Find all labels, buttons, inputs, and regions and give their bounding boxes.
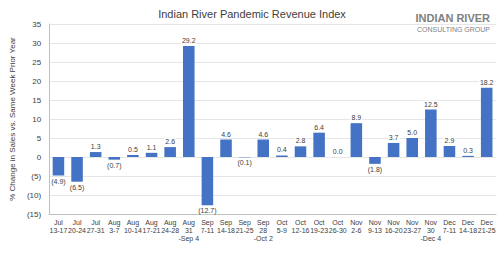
svg-text:5: 5 (37, 134, 42, 143)
svg-text:3-7: 3-7 (109, 227, 119, 234)
svg-text:(4.9): (4.9) (51, 178, 65, 186)
svg-text:0.0: 0.0 (333, 148, 343, 155)
svg-text:12.5: 12.5 (424, 101, 438, 108)
svg-text:14-18: 14-18 (217, 227, 235, 234)
svg-text:INDIAN RIVER: INDIAN RIVER (415, 12, 490, 24)
svg-text:Nov: Nov (406, 219, 419, 226)
svg-text:25: 25 (32, 58, 41, 67)
svg-text:4.6: 4.6 (221, 131, 231, 138)
svg-text:Nov: Nov (387, 219, 400, 226)
svg-text:2-6: 2-6 (351, 227, 361, 234)
svg-text:2.8: 2.8 (296, 137, 306, 144)
svg-text:Aug: Aug (164, 219, 177, 227)
svg-text:Dec: Dec (480, 219, 493, 226)
svg-text:15: 15 (32, 96, 41, 105)
svg-text:Sep: Sep (257, 219, 270, 227)
svg-text:Nov: Nov (369, 219, 382, 226)
svg-text:7-11: 7-11 (443, 227, 457, 234)
svg-text:0.4: 0.4 (277, 146, 287, 153)
svg-text:0: 0 (37, 153, 42, 162)
svg-text:-Sep 4: -Sep 4 (178, 235, 199, 243)
svg-text:Sep: Sep (201, 219, 214, 227)
svg-text:5-9: 5-9 (277, 227, 287, 234)
svg-text:12-16: 12-16 (292, 227, 310, 234)
svg-text:35: 35 (32, 20, 41, 29)
svg-text:29.2: 29.2 (182, 37, 196, 44)
svg-text:(6.5): (6.5) (70, 184, 84, 192)
svg-text:3.7: 3.7 (389, 134, 399, 141)
svg-text:Oct: Oct (295, 219, 306, 226)
svg-text:(10): (10) (27, 191, 42, 200)
svg-text:(1.8): (1.8) (368, 166, 382, 174)
svg-text:Oct: Oct (276, 219, 287, 226)
svg-text:Sep: Sep (238, 219, 251, 227)
svg-text:Aug: Aug (145, 219, 158, 227)
svg-text:7-11: 7-11 (201, 227, 215, 234)
svg-text:Jul: Jul (91, 219, 100, 226)
svg-text:19-23: 19-23 (310, 227, 328, 234)
svg-text:Oct: Oct (332, 219, 343, 226)
svg-text:30: 30 (32, 39, 41, 48)
svg-text:Dec: Dec (462, 219, 475, 226)
svg-text:Aug: Aug (127, 219, 140, 227)
svg-text:16-20: 16-20 (385, 227, 403, 234)
svg-text:(5): (5) (31, 172, 41, 181)
svg-text:31: 31 (185, 227, 193, 234)
svg-text:14-18: 14-18 (459, 227, 477, 234)
svg-text:8.9: 8.9 (351, 114, 361, 121)
svg-text:-Dec 4: -Dec 4 (421, 235, 442, 242)
svg-text:Dec: Dec (443, 219, 456, 226)
svg-text:Nov: Nov (350, 219, 363, 226)
svg-text:Aug: Aug (108, 219, 121, 227)
svg-text:% Change in Sales vs. Same Wee: % Change in Sales vs. Same Week Prior Ye… (8, 37, 17, 201)
svg-text:(12.7): (12.7) (198, 207, 216, 215)
svg-text:Indian River Pandemic Revenue: Indian River Pandemic Revenue Index (158, 8, 346, 20)
svg-text:Aug: Aug (183, 219, 196, 227)
svg-text:18.2: 18.2 (480, 79, 494, 86)
svg-text:2.9: 2.9 (445, 137, 455, 144)
svg-text:Jul: Jul (73, 219, 82, 226)
svg-text:21-25: 21-25 (236, 227, 254, 234)
svg-text:24-28: 24-28 (161, 227, 179, 234)
svg-text:21-25: 21-25 (478, 227, 496, 234)
svg-text:13-17: 13-17 (49, 227, 67, 234)
svg-text:6.4: 6.4 (314, 124, 324, 131)
svg-text:28: 28 (259, 227, 267, 234)
svg-text:26-30: 26-30 (329, 227, 347, 234)
svg-text:23-27: 23-27 (403, 227, 421, 234)
svg-text:0.5: 0.5 (128, 146, 138, 153)
svg-text:2.6: 2.6 (165, 138, 175, 145)
svg-text:(0.1): (0.1) (237, 159, 251, 167)
svg-text:20: 20 (32, 77, 41, 86)
svg-text:0.3: 0.3 (463, 147, 473, 154)
svg-text:30: 30 (427, 227, 435, 234)
svg-text:5.0: 5.0 (407, 129, 417, 136)
svg-text:20-24: 20-24 (68, 227, 86, 234)
svg-text:Sep: Sep (220, 219, 233, 227)
svg-text:10-14: 10-14 (124, 227, 142, 234)
svg-text:CONSULTING GROUP: CONSULTING GROUP (417, 26, 490, 33)
svg-text:4.6: 4.6 (258, 131, 268, 138)
svg-text:27-31: 27-31 (87, 227, 105, 234)
svg-text:1.3: 1.3 (91, 143, 101, 150)
svg-text:(15): (15) (27, 210, 42, 219)
svg-text:(0.7): (0.7) (107, 162, 121, 170)
svg-text:-Oct 2: -Oct 2 (254, 235, 273, 242)
svg-text:10: 10 (32, 115, 41, 124)
svg-text:Oct: Oct (314, 219, 325, 226)
svg-text:17-21: 17-21 (143, 227, 161, 234)
svg-text:Jul: Jul (54, 219, 63, 226)
svg-text:1.1: 1.1 (147, 144, 157, 151)
svg-text:9-13: 9-13 (368, 227, 382, 234)
svg-text:Nov: Nov (425, 219, 438, 226)
